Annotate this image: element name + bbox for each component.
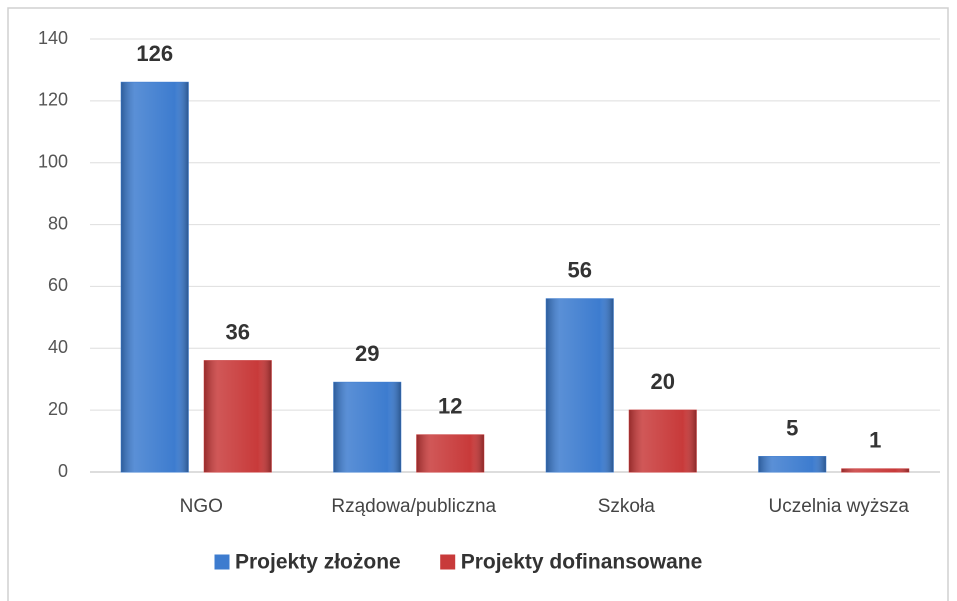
- data-label: 1: [869, 428, 881, 453]
- data-label: 56: [568, 258, 592, 283]
- bar-highlight: [333, 382, 401, 472]
- data-label: 36: [226, 319, 250, 344]
- bar-highlight: [841, 468, 909, 472]
- y-tick-label: 20: [48, 399, 68, 419]
- legend-swatch: [440, 554, 456, 570]
- data-label: 12: [438, 394, 462, 419]
- bar-highlight: [758, 456, 826, 472]
- y-tick-label: 100: [38, 151, 68, 171]
- bar-highlight: [416, 434, 484, 472]
- y-tick-label: 120: [38, 90, 68, 110]
- x-tick-label: Szkoła: [598, 496, 655, 517]
- legend-swatch: [214, 554, 230, 570]
- y-tick-label: 60: [48, 275, 68, 295]
- y-tick-label: 0: [58, 461, 68, 481]
- x-tick-label: NGO: [180, 496, 223, 517]
- x-tick-label: Rządowa/publiczna: [331, 496, 496, 517]
- data-label: 20: [651, 369, 675, 394]
- bar-highlight: [204, 360, 272, 472]
- x-tick-label: Uczelnia wyższa: [769, 496, 910, 517]
- bar-highlight: [121, 82, 189, 473]
- data-label: 5: [786, 415, 798, 440]
- y-tick-label: 80: [48, 213, 68, 233]
- bar-highlight: [546, 298, 614, 472]
- legend-label: Projekty złożone: [235, 551, 401, 574]
- data-label: 29: [355, 341, 379, 366]
- bar-highlight: [629, 410, 697, 472]
- legend-label: Projekty dofinansowane: [461, 551, 703, 574]
- data-label: 126: [136, 41, 173, 66]
- chart-frame: [7, 7, 949, 601]
- y-tick-label: 40: [48, 337, 68, 357]
- y-tick-label: 140: [38, 28, 68, 48]
